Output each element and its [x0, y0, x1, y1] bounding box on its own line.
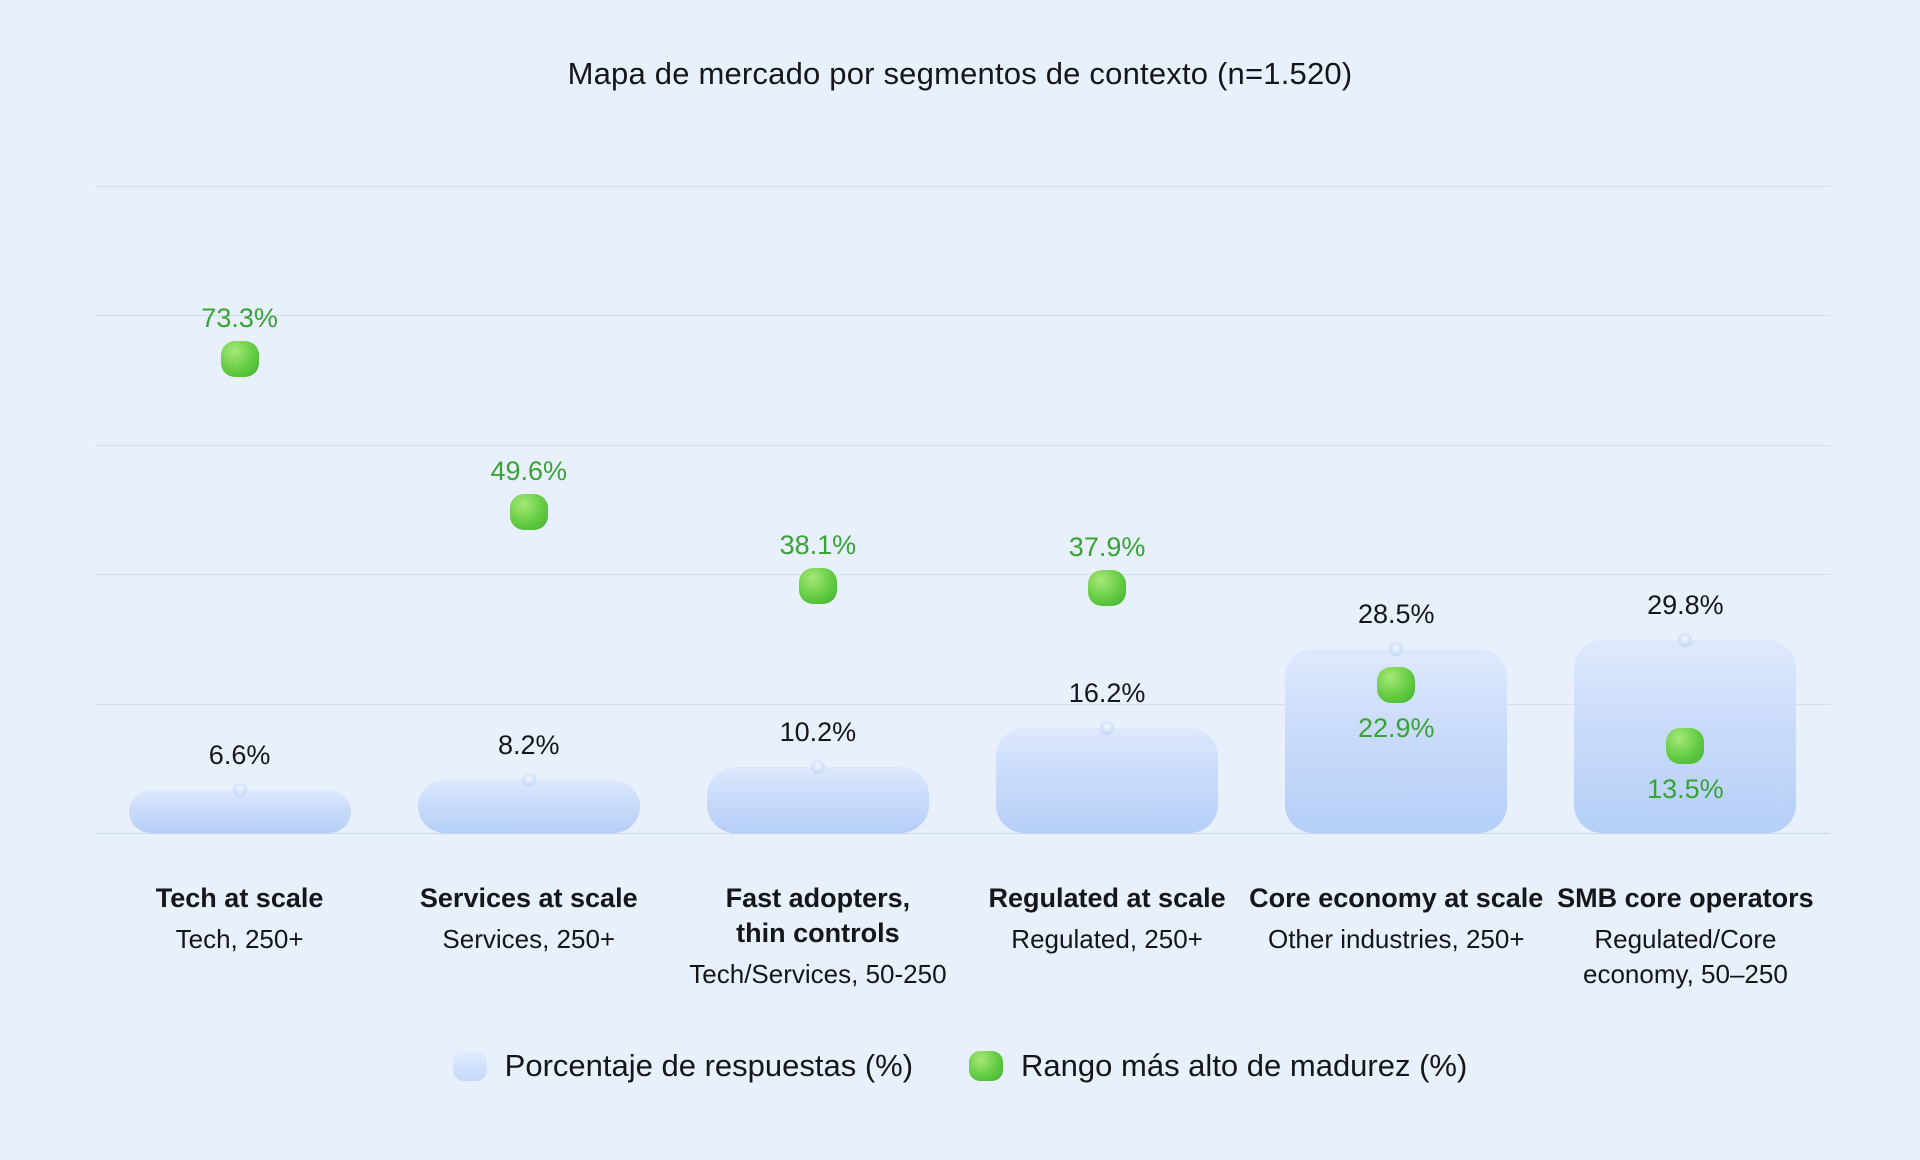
- gridline-40: [95, 574, 1830, 576]
- maturity-dot-icon: [509, 494, 548, 531]
- bar-series-swatch-icon: [452, 1051, 487, 1081]
- bar-top-dot-icon: [521, 772, 536, 787]
- maturity-value-label: 37.9%: [1068, 531, 1146, 562]
- bar-2: [706, 767, 929, 833]
- bar-3: [996, 728, 1219, 833]
- category-name: Core economy at scale: [1249, 883, 1544, 913]
- bar-top-dot-icon: [1678, 633, 1693, 648]
- category-name: Regulated at scale: [988, 883, 1226, 913]
- maturity-dot-icon: [1088, 569, 1127, 606]
- gridline-80: [95, 315, 1830, 317]
- bar-1: [417, 779, 640, 833]
- category-subtitle: Tech, 250+: [175, 924, 304, 954]
- maturity-value-label: 13.5%: [1647, 773, 1724, 804]
- category-label: Regulated at scale Regulated, 250+: [957, 881, 1257, 957]
- category-name: SMB core operators: [1557, 883, 1814, 913]
- legend-label-responses: Porcentaje de respuestas (%): [504, 1048, 914, 1083]
- category-name: Tech at scale: [155, 883, 324, 913]
- gridline-100: [95, 186, 1830, 187]
- category-label: SMB core operators Regulated/Core economy,…: [1535, 881, 1835, 992]
- category-subtitle: Regulated, 250+: [1011, 924, 1203, 954]
- gridline-60: [95, 444, 1830, 446]
- gridline-20: [95, 703, 1830, 705]
- legend: Porcentaje de respuestas (%) Rango más a…: [0, 1048, 1920, 1084]
- bar-top-dot-icon: [1389, 641, 1404, 656]
- legend-item-responses: Porcentaje de respuestas (%): [452, 1048, 914, 1084]
- bar-value-label: 10.2%: [779, 717, 857, 747]
- maturity-dot-icon: [1666, 727, 1705, 764]
- bar-value-label: 6.6%: [208, 740, 271, 771]
- bar-value-label: 29.8%: [1647, 590, 1724, 621]
- maturity-dot-icon: [798, 568, 837, 605]
- category-label: Services at scale Services, 250+: [379, 881, 679, 957]
- category-subtitle: Other industries, 250+: [1267, 924, 1525, 954]
- category-name: Services at scale: [419, 883, 638, 913]
- legend-label-maturity: Rango más alto de madurez (%): [1021, 1048, 1468, 1083]
- chart-title: Mapa de mercado por segmentos de context…: [567, 56, 1353, 91]
- category-name: Fast adopters, thin controls: [725, 883, 911, 948]
- maturity-value-label: 38.1%: [779, 530, 857, 561]
- maturity-dot-icon: [220, 340, 259, 377]
- maturity-value-label: 49.6%: [490, 456, 568, 487]
- bar-top-dot-icon: [232, 783, 247, 798]
- category-label: Core economy at scale Other industries, 2…: [1246, 881, 1546, 957]
- dot-series-swatch-icon: [969, 1051, 1004, 1081]
- bar-value-label: 28.5%: [1357, 598, 1435, 629]
- maturity-dot-icon: [1377, 666, 1416, 703]
- bar-value-label: 8.2%: [497, 729, 560, 760]
- category-subtitle: Regulated/Core economy, 50–250: [1583, 924, 1788, 989]
- category-label: Fast adopters, thin controls Tech/Services…: [668, 881, 968, 992]
- maturity-value-label: 73.3%: [201, 302, 278, 333]
- gridline-0: [95, 833, 1830, 834]
- bar-top-dot-icon: [1100, 721, 1115, 736]
- category-subtitle: Services, 250+: [442, 924, 616, 954]
- legend-item-maturity: Rango más alto de madurez (%): [969, 1048, 1467, 1084]
- bar-0: [128, 790, 351, 833]
- maturity-value-label: 22.9%: [1357, 712, 1435, 743]
- category-label: Tech at scale Tech, 250+: [90, 881, 390, 957]
- bar-value-label: 16.2%: [1068, 678, 1146, 709]
- category-subtitle: Tech/Services, 50-250: [689, 959, 947, 989]
- bar-top-dot-icon: [810, 760, 825, 774]
